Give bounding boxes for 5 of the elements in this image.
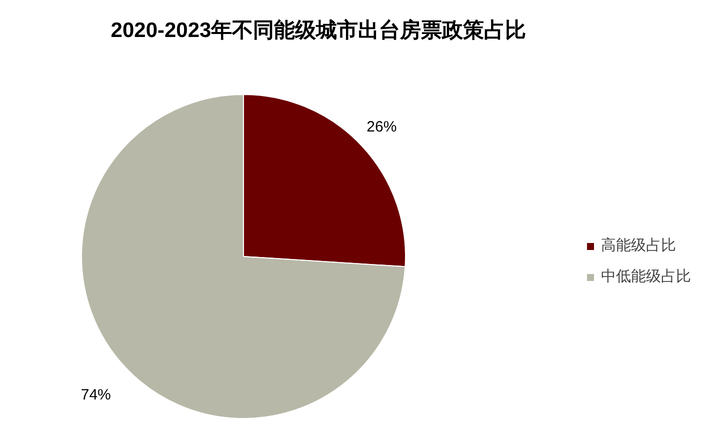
data-label: 26% <box>366 118 397 136</box>
legend-label: 中低能级占比 <box>601 267 691 286</box>
chart-title: 2020-2023年不同能级城市出台房票政策占比 <box>110 18 526 42</box>
legend-label: 高能级占比 <box>601 236 676 255</box>
data-label: 74% <box>80 386 111 404</box>
